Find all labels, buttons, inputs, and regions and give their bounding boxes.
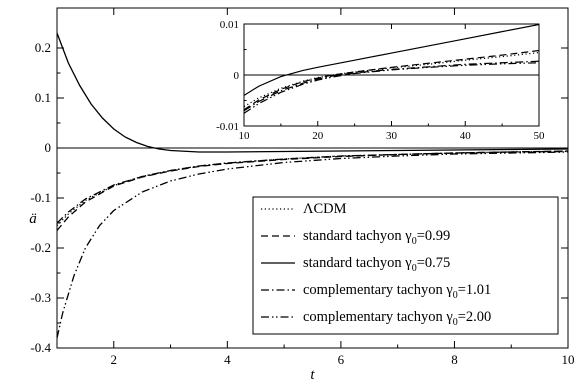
legend-label-name: standard tachyon γ [303,228,412,244]
main-y-tick-label: -0.1 [30,190,51,205]
main-y-tick-label: -0.4 [30,340,51,355]
main-x-tick-label: 10 [562,352,575,367]
main-y-tick-label: 0.1 [35,90,51,105]
main-y-tick-label: 0.2 [35,40,51,55]
legend-label-name: ΛCDM [303,201,347,217]
legend-label-name: standard tachyon γ [303,255,412,271]
main-y-tick-label: 0 [45,140,52,155]
inset-x-tick-label: 20 [312,130,324,142]
inset-plot: 10 20 30 40 50 -0.01 0 0.01 [216,19,545,142]
legend-label-value: =0.99 [417,228,451,244]
main-x-tick-label: 8 [451,352,458,367]
legend-label-value: =0.75 [417,255,451,271]
legend-label-0: ΛCDM [303,201,347,217]
legend-label-name: complementary tachyon γ [303,282,453,298]
inset-x-tick-label: 50 [534,130,546,142]
legend-label-value: =1.01 [458,282,492,298]
legend-label-name: complementary tachyon γ [303,309,453,325]
inset-y-tick-label: 0 [234,70,240,82]
main-y-tick-label: -0.3 [30,290,51,305]
main-y-axis-title: ä [29,211,37,227]
inset-x-tick-label: 10 [239,130,251,142]
legend-label-value: =2.00 [458,309,492,325]
main-x-tick-label: 4 [224,352,231,367]
inset-y-tick-label: 0.01 [220,19,239,31]
inset-x-tick-label: 30 [386,130,398,142]
main-x-tick-label: 6 [338,352,345,367]
inset-y-tick-label: -0.01 [216,121,239,133]
main-y-tick-label: -0.2 [30,240,51,255]
main-x-tick-label: 2 [111,352,118,367]
inset-x-tick-label: 40 [460,130,472,142]
